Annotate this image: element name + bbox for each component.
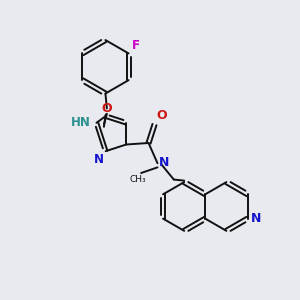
Text: CH₃: CH₃ xyxy=(130,175,146,184)
Text: N: N xyxy=(159,156,169,169)
Text: N: N xyxy=(251,212,261,225)
Text: F: F xyxy=(132,39,140,52)
Text: O: O xyxy=(156,109,166,122)
Text: N: N xyxy=(94,153,104,166)
Text: HN: HN xyxy=(71,116,91,129)
Text: O: O xyxy=(102,102,112,115)
